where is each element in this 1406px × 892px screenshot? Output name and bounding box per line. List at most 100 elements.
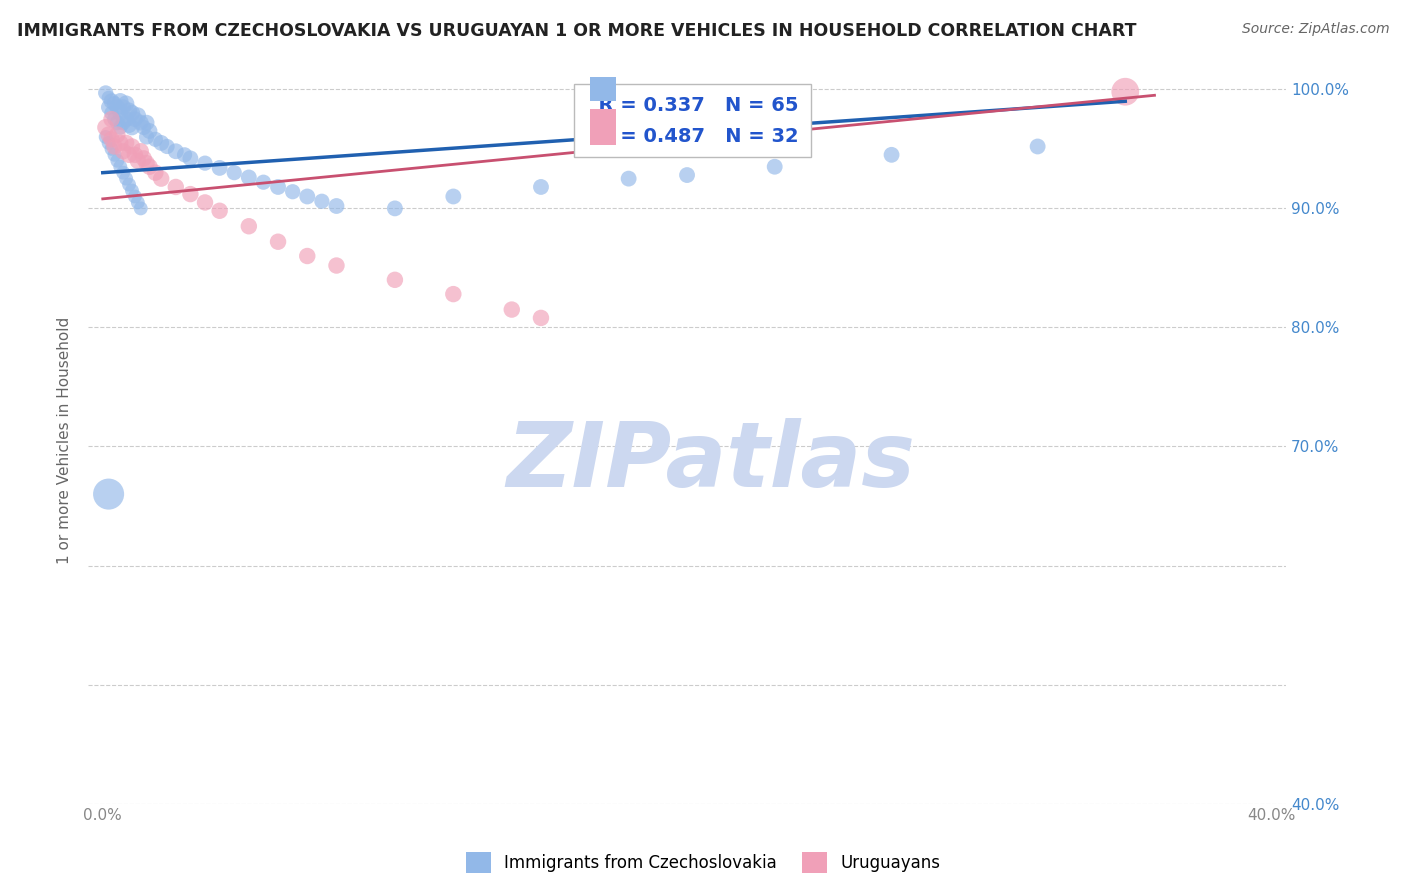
Point bbox=[132, 120, 155, 135]
Point bbox=[325, 259, 347, 273]
Point bbox=[100, 106, 122, 120]
Point bbox=[297, 189, 319, 203]
Point bbox=[103, 112, 125, 127]
Point bbox=[179, 187, 201, 202]
Point bbox=[110, 120, 132, 135]
Point bbox=[100, 142, 122, 156]
Point bbox=[94, 130, 117, 145]
Point bbox=[127, 153, 149, 168]
Point bbox=[124, 148, 146, 162]
Text: IMMIGRANTS FROM CZECHOSLOVAKIA VS URUGUAYAN 1 OR MORE VEHICLES IN HOUSEHOLD CORR: IMMIGRANTS FROM CZECHOSLOVAKIA VS URUGUA… bbox=[17, 22, 1136, 40]
Point bbox=[103, 139, 125, 153]
Legend: Immigrants from Czechoslovakia, Uruguayans: Immigrants from Czechoslovakia, Uruguaya… bbox=[460, 846, 946, 880]
Point bbox=[118, 178, 141, 192]
Point bbox=[208, 203, 231, 218]
Point bbox=[121, 139, 143, 153]
Point bbox=[115, 171, 138, 186]
Point bbox=[138, 160, 160, 174]
Text: R = 0.337   N = 65
  R = 0.487   N = 32: R = 0.337 N = 65 R = 0.487 N = 32 bbox=[585, 95, 799, 145]
Point bbox=[127, 109, 149, 123]
Point bbox=[179, 152, 201, 166]
Point bbox=[267, 235, 290, 249]
Point bbox=[115, 96, 138, 111]
Point bbox=[97, 128, 120, 142]
Point bbox=[97, 487, 120, 501]
Point bbox=[208, 161, 231, 175]
Point bbox=[94, 120, 117, 135]
Point bbox=[311, 194, 333, 209]
Point bbox=[143, 166, 166, 180]
Point bbox=[384, 273, 406, 287]
Point bbox=[110, 136, 132, 150]
Point bbox=[105, 153, 128, 168]
Point bbox=[94, 86, 117, 100]
Point bbox=[105, 100, 128, 114]
Point bbox=[110, 106, 132, 120]
Point bbox=[165, 180, 187, 194]
Point bbox=[281, 185, 304, 199]
Point bbox=[103, 148, 125, 162]
Point bbox=[135, 116, 157, 130]
Point bbox=[441, 189, 464, 203]
Point bbox=[121, 184, 143, 198]
Point bbox=[143, 132, 166, 146]
Point bbox=[127, 195, 149, 210]
Point bbox=[676, 168, 699, 182]
Point bbox=[297, 249, 319, 263]
Point bbox=[530, 180, 553, 194]
Point bbox=[238, 170, 260, 185]
Point bbox=[173, 148, 195, 162]
Point bbox=[97, 136, 120, 150]
Point bbox=[501, 302, 523, 317]
Point bbox=[118, 103, 141, 118]
Text: ZIPatlas: ZIPatlas bbox=[506, 418, 915, 507]
Point bbox=[194, 156, 217, 170]
Point bbox=[129, 145, 152, 159]
Point bbox=[124, 189, 146, 203]
Point bbox=[115, 136, 138, 150]
Point bbox=[617, 171, 640, 186]
Point bbox=[124, 112, 146, 127]
Point bbox=[110, 160, 132, 174]
Point bbox=[267, 180, 290, 194]
Point bbox=[100, 132, 122, 146]
Y-axis label: 1 or more Vehicles in Household: 1 or more Vehicles in Household bbox=[58, 317, 72, 564]
Point bbox=[150, 136, 173, 150]
Point bbox=[1026, 139, 1049, 153]
Point bbox=[118, 148, 141, 162]
Point bbox=[252, 175, 274, 189]
Point bbox=[105, 128, 128, 142]
Point bbox=[110, 95, 132, 109]
Point bbox=[384, 202, 406, 216]
Point bbox=[112, 100, 135, 114]
Point bbox=[118, 118, 141, 132]
Text: Source: ZipAtlas.com: Source: ZipAtlas.com bbox=[1241, 22, 1389, 37]
Point bbox=[135, 156, 157, 170]
Point bbox=[105, 116, 128, 130]
Point bbox=[100, 95, 122, 109]
FancyBboxPatch shape bbox=[591, 65, 616, 102]
FancyBboxPatch shape bbox=[591, 109, 616, 145]
Point bbox=[1114, 85, 1136, 99]
Point bbox=[129, 202, 152, 216]
Point bbox=[194, 195, 217, 210]
Point bbox=[138, 124, 160, 138]
Point bbox=[112, 116, 135, 130]
Point bbox=[150, 171, 173, 186]
Point bbox=[156, 139, 179, 153]
Point bbox=[135, 130, 157, 145]
Point bbox=[880, 148, 903, 162]
Point bbox=[121, 106, 143, 120]
Point bbox=[103, 96, 125, 111]
Point bbox=[132, 152, 155, 166]
Point bbox=[530, 310, 553, 325]
Point bbox=[121, 120, 143, 135]
Point bbox=[441, 287, 464, 301]
Point bbox=[129, 116, 152, 130]
Point bbox=[763, 160, 786, 174]
Point bbox=[112, 166, 135, 180]
Point bbox=[238, 219, 260, 234]
Point bbox=[97, 91, 120, 105]
Point bbox=[325, 199, 347, 213]
Point bbox=[112, 145, 135, 159]
